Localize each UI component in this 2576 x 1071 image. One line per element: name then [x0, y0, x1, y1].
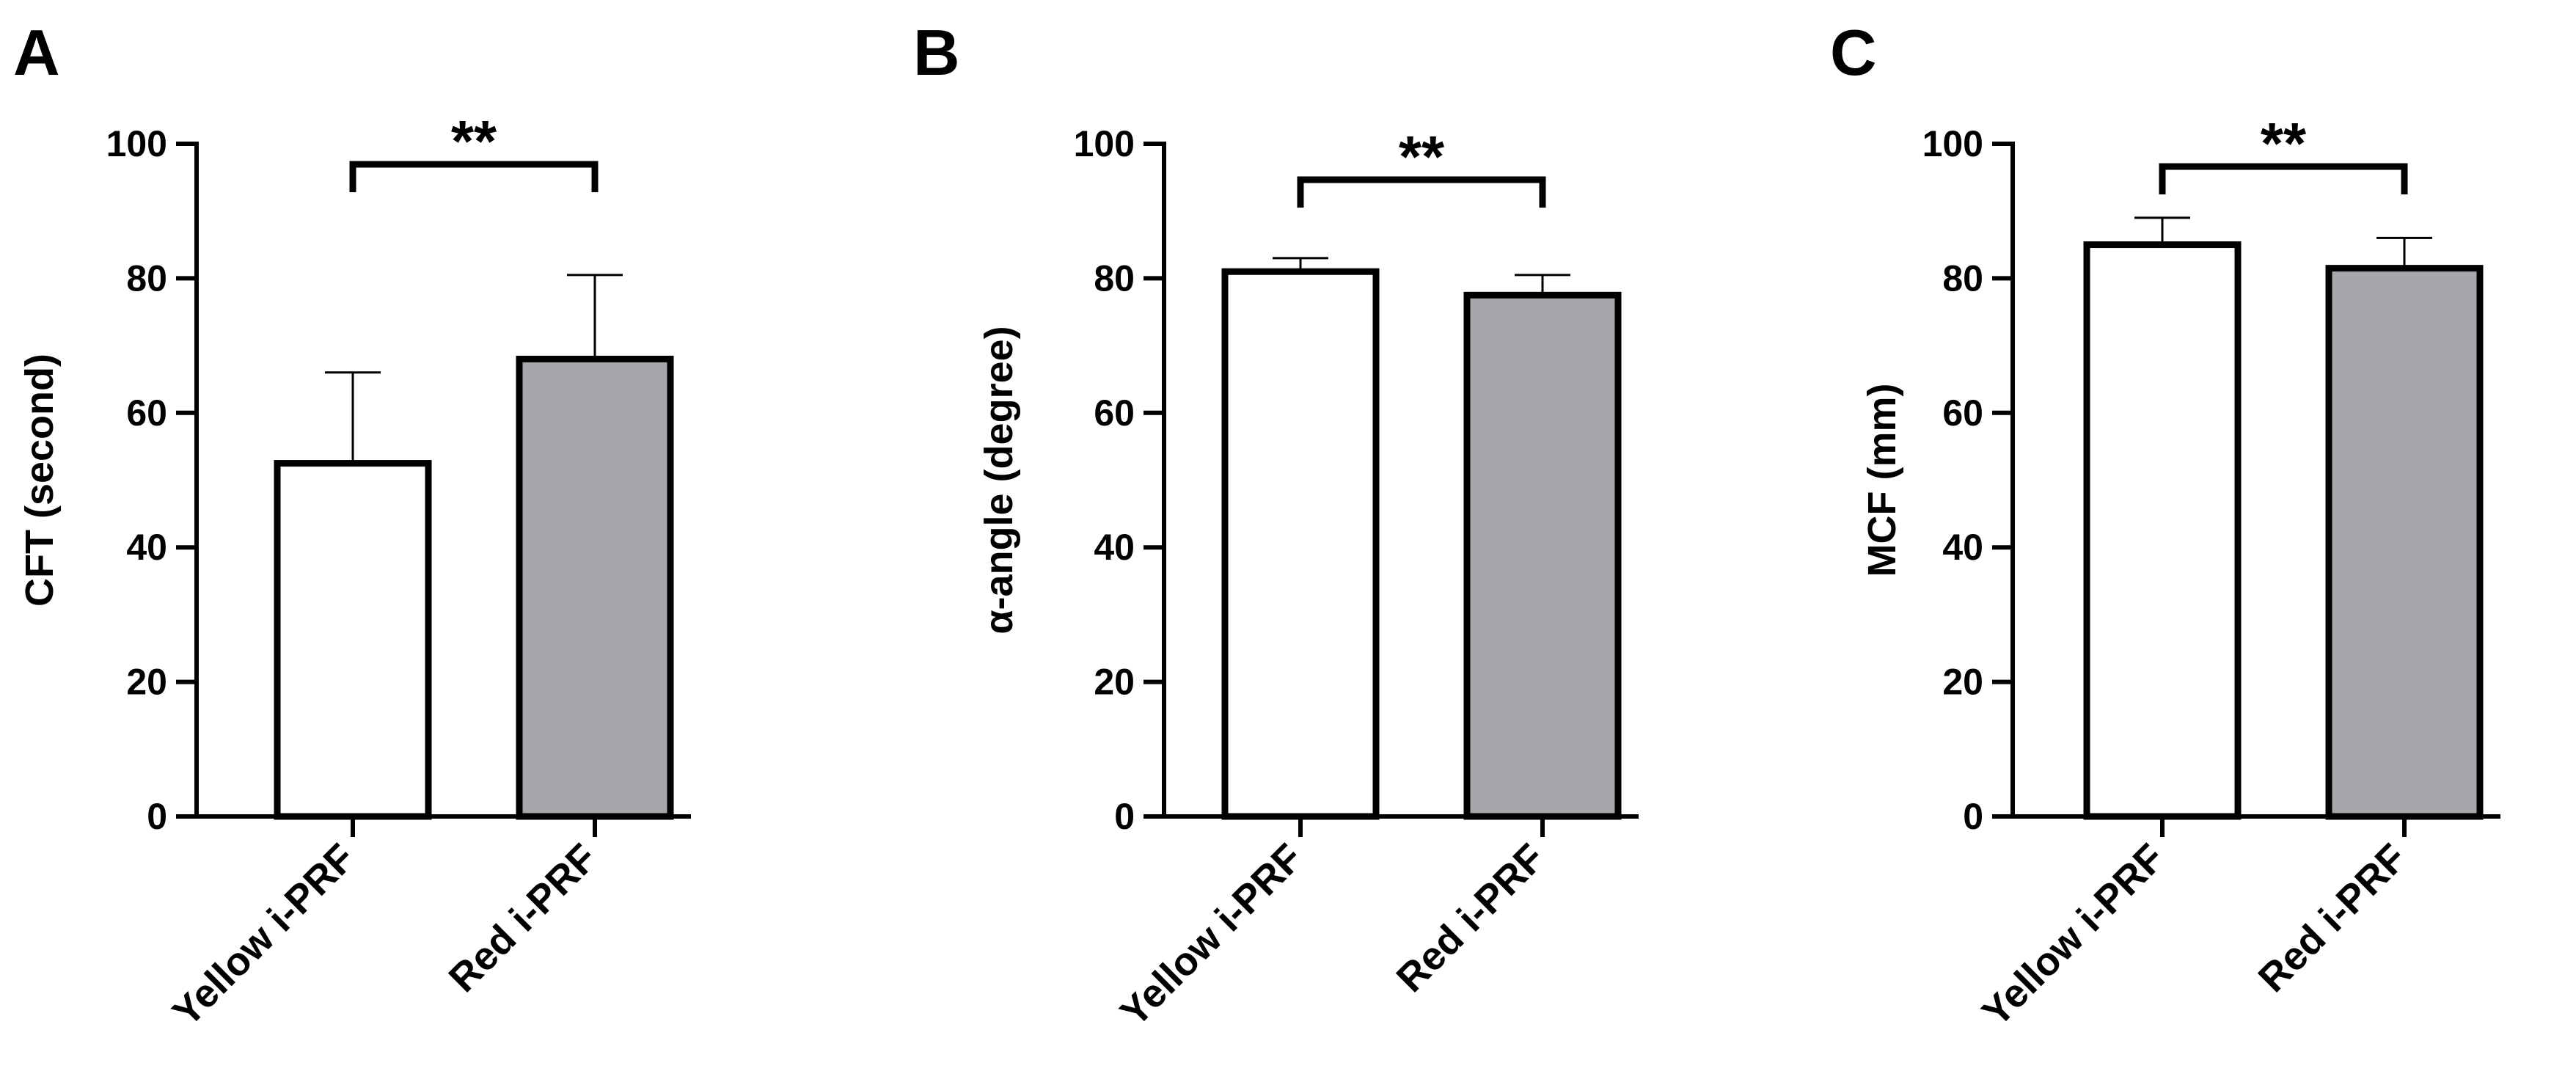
bar — [516, 355, 674, 820]
significance-bracket — [1297, 176, 1546, 208]
bar — [2325, 265, 2484, 820]
significance-bracket — [349, 161, 599, 192]
bar — [2083, 241, 2242, 820]
y-tick-label: 40 — [1942, 527, 1983, 568]
chart-panel-c: C MCF (mm) 0 20 40 60 80 100 Yellow i-PRF Red i-P… — [1830, 16, 2500, 1035]
y-tick-label: 60 — [126, 392, 167, 434]
x-category-label: Red i-PRF — [1388, 836, 1554, 1001]
significance-bracket — [2159, 163, 2408, 194]
y-tick-label: 0 — [1114, 796, 1135, 837]
significance-label: ** — [451, 109, 497, 174]
y-axis-title: α-angle (degree) — [977, 326, 1021, 634]
x-category-label: Red i-PRF — [441, 836, 606, 1001]
y-axis-title: CFT (second) — [18, 354, 62, 607]
bar — [1463, 291, 1622, 820]
x-category-label: Yellow i-PRF — [1112, 836, 1311, 1035]
panel-letter: A — [13, 16, 60, 89]
chart-panel-a: A CFT (second) 0 20 40 60 80 100 Yellow i-PRF Red… — [13, 16, 691, 1035]
y-tick-label: 20 — [1942, 662, 1983, 703]
y-axis-title: MCF (mm) — [1860, 384, 1904, 577]
panel-letter: B — [913, 16, 960, 89]
chart-panel-b: Bα-angle (degree) 0 20 40 60 80 100 Yellow i-PR… — [913, 16, 1639, 1035]
y-tick-label: 20 — [126, 662, 167, 703]
y-tick-label: 0 — [1963, 796, 1983, 837]
y-tick-label: 0 — [147, 796, 167, 837]
significance-label: ** — [1399, 124, 1445, 189]
x-category-label: Yellow i-PRF — [1974, 836, 2173, 1035]
y-tick-label: 40 — [126, 527, 167, 568]
y-tick-label: 80 — [1942, 257, 1983, 299]
bar — [274, 460, 432, 820]
y-tick-label: 80 — [1094, 257, 1135, 299]
y-tick-label: 100 — [1074, 123, 1135, 164]
y-tick-label: 60 — [1942, 392, 1983, 434]
bar — [1221, 268, 1380, 820]
y-tick-label: 80 — [126, 257, 167, 299]
panel-letter: C — [1830, 16, 1877, 89]
y-tick-label: 40 — [1094, 527, 1135, 568]
significance-label: ** — [2261, 111, 2307, 176]
y-tick-label: 20 — [1094, 662, 1135, 703]
y-tick-label: 60 — [1094, 392, 1135, 434]
x-category-label: Yellow i-PRF — [164, 836, 364, 1035]
y-tick-label: 100 — [1922, 123, 1983, 164]
x-category-label: Red i-PRF — [2250, 836, 2415, 1001]
y-tick-label: 100 — [106, 123, 167, 164]
